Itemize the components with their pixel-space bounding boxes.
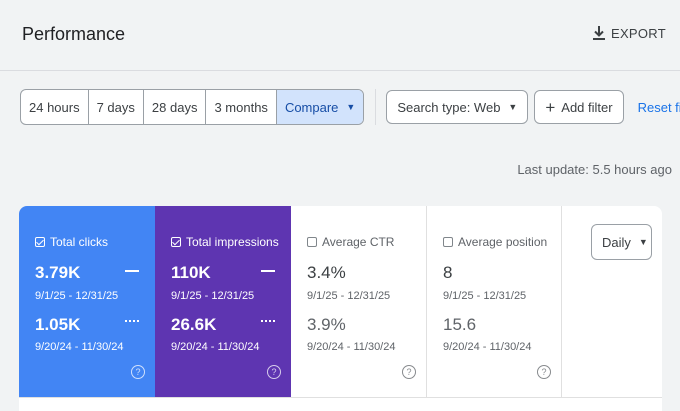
caret-down-icon: ▼ <box>346 102 356 112</box>
checkbox-checked-icon[interactable] <box>171 237 181 247</box>
checkbox-unchecked-icon[interactable] <box>443 237 453 247</box>
metric-label-row: Average CTR <box>307 235 394 249</box>
caret-down-icon: ▼ <box>638 237 648 247</box>
granularity-dropdown[interactable]: Daily ▼ <box>591 224 652 260</box>
date-range-current: 9/1/25 - 12/31/25 <box>443 290 527 302</box>
checkbox-checked-icon[interactable] <box>35 237 45 247</box>
metric-value-previous: 1.05K <box>35 315 81 334</box>
checkbox-unchecked-icon[interactable] <box>307 237 317 247</box>
metrics-card: Total clicks 3.79K 9/1/25 - 12/31/25 1.0… <box>19 206 662 411</box>
granularity-label: Daily <box>602 234 631 250</box>
metric-label: Total impressions <box>186 235 279 249</box>
range-24-hours-button[interactable]: 24 hours <box>21 90 89 124</box>
plus-icon: + <box>545 97 556 117</box>
metric-value-previous: 26.6K <box>171 315 217 334</box>
divider <box>375 89 377 125</box>
metric-label-row: Average position <box>443 235 547 249</box>
dotted-line-legend-icon <box>261 320 275 322</box>
reset-filters-link[interactable]: Reset filters <box>637 99 680 115</box>
add-filter-label: Add filter <box>561 99 613 115</box>
metric-label-row: Total clicks <box>35 235 108 249</box>
metric-value-current: 3.4% <box>307 263 346 282</box>
metric-label: Average position <box>458 235 548 249</box>
date-range-previous: 9/20/24 - 11/30/24 <box>307 341 396 353</box>
help-circle-icon[interactable]: ? <box>402 365 416 379</box>
date-range-current: 9/1/25 - 12/31/25 <box>171 290 255 302</box>
metric-label: Total clicks <box>50 235 109 249</box>
caret-down-icon: ▼ <box>508 102 518 112</box>
metric-value-previous: 15.6 <box>443 315 477 334</box>
divider <box>19 397 662 398</box>
metric-total-clicks[interactable]: Total clicks 3.79K 9/1/25 - 12/31/25 1.0… <box>19 206 155 397</box>
search-type-dropdown[interactable]: Search type: Web ▼ <box>386 90 529 124</box>
metric-label-row: Total impressions <box>171 235 279 249</box>
date-range-previous: 9/20/24 - 11/30/24 <box>443 341 532 353</box>
metric-total-impressions[interactable]: Total impressions 110K 9/1/25 - 12/31/25… <box>155 206 291 397</box>
range-3-months-button[interactable]: 3 months <box>206 90 277 124</box>
search-type-label: Search type: Web <box>397 99 501 115</box>
compare-label: Compare <box>284 99 339 115</box>
help-circle-icon[interactable]: ? <box>131 365 145 379</box>
export-label: EXPORT <box>610 25 666 41</box>
last-update-text: Last update: 5.5 hours ago <box>517 162 672 177</box>
metric-value-current: 110K <box>171 263 211 282</box>
download-icon <box>592 25 605 41</box>
date-range-previous: 9/20/24 - 11/30/24 <box>171 341 260 353</box>
solid-line-legend-icon <box>125 270 139 272</box>
metric-value-current: 3.79K <box>35 263 81 282</box>
range-7-days-button[interactable]: 7 days <box>89 90 144 124</box>
help-circle-icon[interactable]: ? <box>267 365 281 379</box>
page-header: Performance EXPORT <box>0 0 680 71</box>
metric-average-ctr[interactable]: Average CTR 3.4% 9/1/25 - 12/31/25 3.9% … <box>291 206 427 397</box>
date-range-current: 9/1/25 - 12/31/25 <box>307 290 391 302</box>
metric-average-position[interactable]: Average position 8 9/1/25 - 12/31/25 15.… <box>427 206 562 397</box>
metric-label: Average CTR <box>322 235 395 249</box>
filter-bar: 24 hours 7 days 28 days 3 months Compare… <box>20 89 680 125</box>
add-filter-button[interactable]: + Add filter <box>534 90 624 124</box>
date-range-selector: 24 hours 7 days 28 days 3 months Compare… <box>20 89 365 125</box>
date-range-previous: 9/20/24 - 11/30/24 <box>35 341 124 353</box>
metric-value-current: 8 <box>443 263 453 282</box>
page-title: Performance <box>22 24 126 44</box>
date-range-current: 9/1/25 - 12/31/25 <box>35 290 119 302</box>
compare-dropdown[interactable]: Compare ▼ <box>276 90 364 124</box>
dotted-line-legend-icon <box>125 320 139 322</box>
metric-value-previous: 3.9% <box>307 315 346 334</box>
solid-line-legend-icon <box>261 270 275 272</box>
export-button[interactable]: EXPORT <box>592 25 666 41</box>
range-28-days-button[interactable]: 28 days <box>144 90 207 124</box>
help-circle-icon[interactable]: ? <box>537 365 551 379</box>
